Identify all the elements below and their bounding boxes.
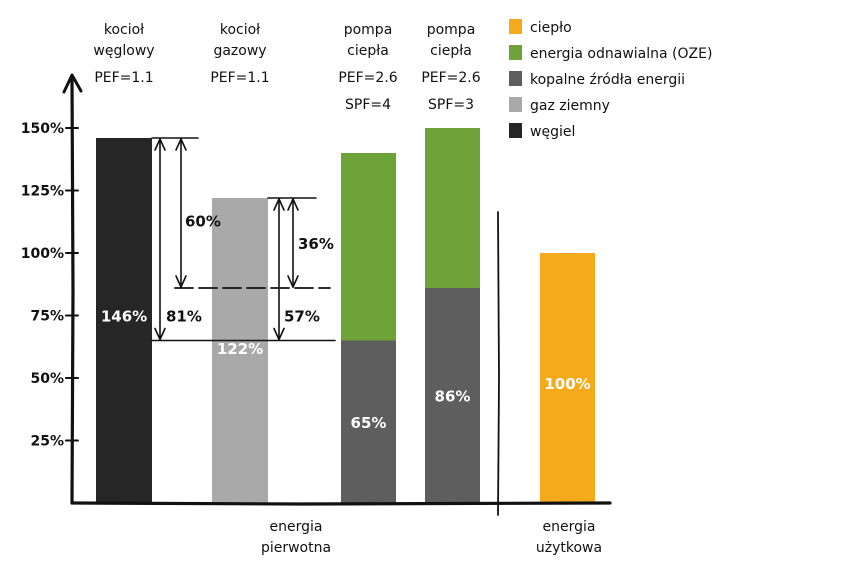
legend-label-5: węgiel: [530, 124, 575, 140]
y-axis-line: [70, 76, 75, 505]
header-4-pef: PEF=2.6: [421, 70, 480, 86]
bar-5-value-label: 100%: [544, 375, 590, 393]
header-4-line2: ciepła: [430, 43, 472, 59]
annotation-coal-81-head-bottom: [154, 327, 166, 341]
y-tick-label-100: 100%: [21, 246, 64, 262]
legend-swatch-4: [509, 97, 522, 112]
header-3-line1: pompa: [344, 22, 393, 38]
annotation-coal-60-head-bottom: [175, 275, 187, 288]
bar-4-segment-2: [425, 128, 480, 288]
header-2-line1: kocioł: [220, 22, 260, 38]
y-axis-arrow: [62, 73, 83, 94]
y-tick-label-150: 150%: [21, 121, 64, 137]
y-tick-label-50: 50%: [30, 371, 64, 387]
bar-1-segment-1: [96, 138, 152, 503]
group-separator-line: [497, 211, 500, 516]
bar-3-segment-1: [341, 340, 396, 503]
bar-5-segment-1: [540, 253, 595, 503]
header-2-line2: gazowy: [213, 43, 266, 59]
x-group-label-1-line2: pierwotna: [261, 540, 331, 556]
annotation-gas-36-label: 36%: [298, 235, 334, 253]
header-1-line1: kocioł: [104, 22, 144, 38]
x-group-label-2-line1: energia: [543, 519, 596, 535]
x-group-label-2-line2: użytkowa: [536, 540, 602, 556]
annotation-gas-57-head-top: [273, 198, 285, 211]
annotation-gas-57-label: 57%: [284, 308, 320, 326]
header-3-pef: PEF=2.6: [338, 70, 397, 86]
header-4-line1: pompa: [427, 22, 476, 38]
bar-4-value-label: 86%: [435, 388, 471, 406]
annotation-coal-60-head-top: [175, 138, 187, 151]
header-1-pef: PEF=1.1: [94, 70, 153, 86]
annotation-gas-57-head-bottom: [273, 327, 285, 341]
bar-1-value-label: 146%: [101, 308, 147, 326]
x-group-label-1-line1: energia: [270, 519, 323, 535]
legend-swatch-2: [509, 45, 522, 60]
legend-label-3: kopalne źródła energii: [530, 72, 685, 88]
y-tick-label-125: 125%: [21, 184, 64, 200]
bar-3-value-label: 65%: [351, 414, 387, 432]
header-1-line2: węglowy: [93, 43, 154, 59]
legend-swatch-5: [509, 123, 522, 138]
header-3-line2: ciepła: [347, 43, 389, 59]
header-3-spf: SPF=4: [345, 97, 391, 113]
bar-3-segment-2: [341, 153, 396, 341]
bar-4-segment-1: [425, 288, 480, 503]
y-tick-label-75: 75%: [30, 309, 64, 325]
legend-swatch-1: [509, 19, 522, 34]
annotation-gas-36-head-top: [287, 198, 299, 211]
legend-label-2: energia odnawialna (OZE): [530, 46, 712, 62]
legend-label-1: ciepło: [530, 20, 572, 36]
annotation-coal-81-head-top: [154, 138, 166, 151]
bar-2-segment-1: [212, 198, 268, 503]
x-axis-line: [70, 501, 612, 506]
bar-2-value-label: 122%: [217, 340, 263, 358]
annotation-coal-81-label: 81%: [166, 308, 202, 326]
blank-margin: [740, 0, 841, 565]
legend-label-4: gaz ziemny: [530, 98, 610, 114]
header-2-pef: PEF=1.1: [210, 70, 269, 86]
y-tick-label-25: 25%: [30, 434, 64, 450]
header-4-spf: SPF=3: [428, 97, 474, 113]
legend-swatch-3: [509, 71, 522, 86]
annotation-coal-60-label: 60%: [185, 213, 221, 231]
annotation-gas-36-head-bottom: [287, 275, 299, 288]
